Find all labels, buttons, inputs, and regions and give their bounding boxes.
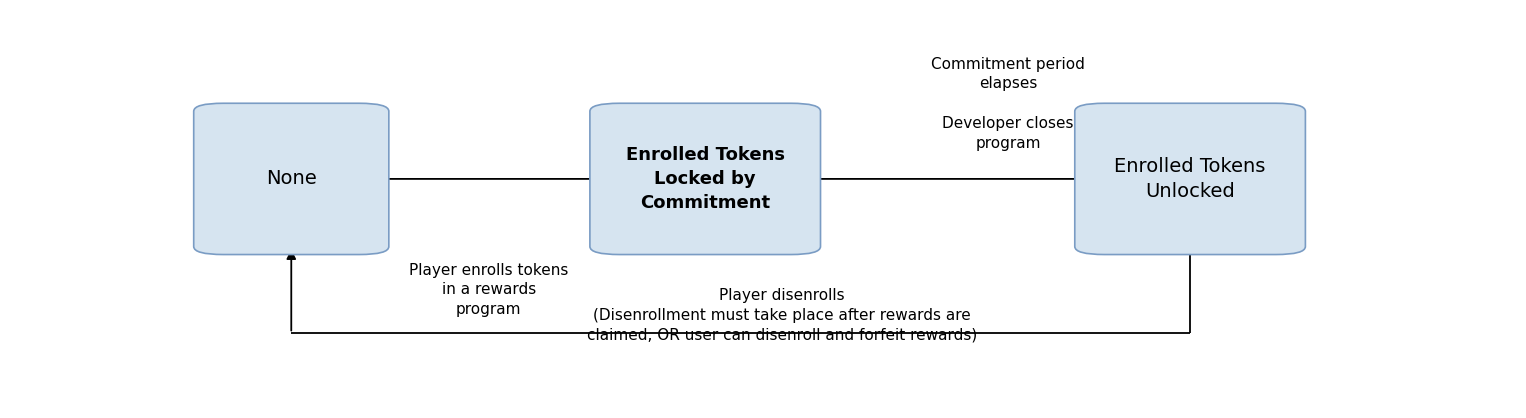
Text: Commitment period
elapses

Developer closes
program: Commitment period elapses Developer clos…: [931, 56, 1085, 151]
Text: Enrolled Tokens
Locked by
Commitment: Enrolled Tokens Locked by Commitment: [626, 146, 784, 212]
Text: Player disenrolls
(Disenrollment must take place after rewards are
claimed, OR u: Player disenrolls (Disenrollment must ta…: [588, 288, 977, 343]
FancyBboxPatch shape: [194, 103, 389, 255]
FancyBboxPatch shape: [591, 103, 821, 255]
Text: Player enrolls tokens
in a rewards
program: Player enrolls tokens in a rewards progr…: [409, 263, 569, 317]
Text: None: None: [266, 169, 317, 189]
FancyBboxPatch shape: [1074, 103, 1305, 255]
Text: Enrolled Tokens
Unlocked: Enrolled Tokens Unlocked: [1114, 157, 1265, 201]
